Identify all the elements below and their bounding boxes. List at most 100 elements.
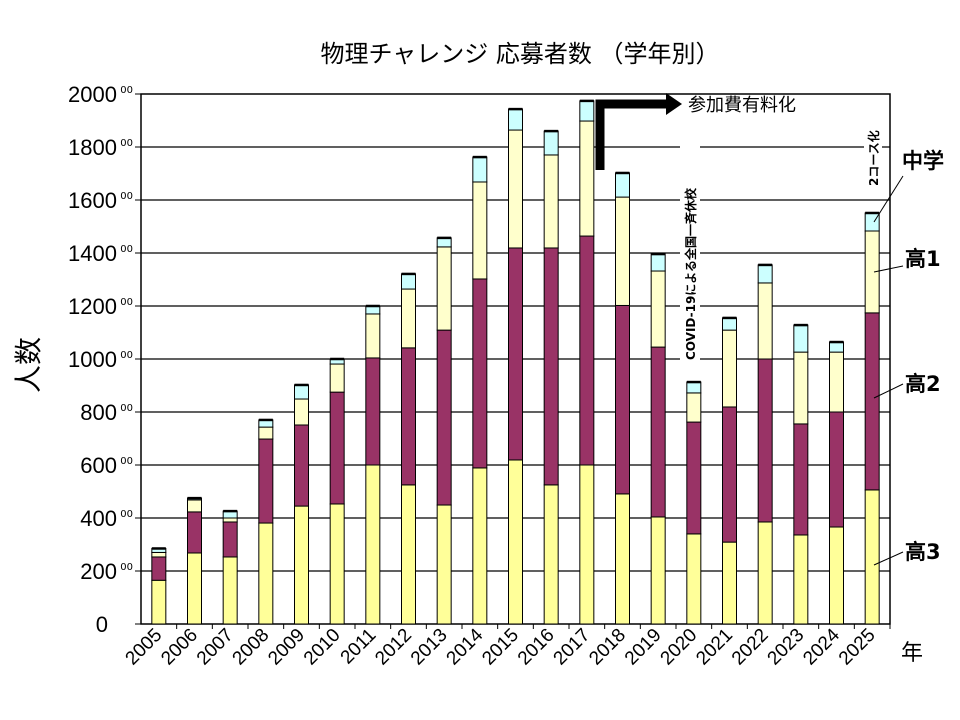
bar-segment xyxy=(222,517,238,523)
bar-segment xyxy=(151,579,167,625)
leader-line-h2 xyxy=(873,383,904,399)
bar-segment xyxy=(579,120,595,237)
bar-segment xyxy=(615,172,630,198)
bar-segment xyxy=(222,521,238,558)
y-tick-label: 1600 xyxy=(68,188,117,213)
series-label-h3: 高3 xyxy=(905,540,941,564)
fee-arrow-icon xyxy=(595,99,668,170)
bar-segment xyxy=(401,347,416,486)
bar-segment xyxy=(579,100,595,122)
x-tick-label: 2007 xyxy=(193,625,238,670)
bar-segment xyxy=(436,504,452,625)
bar-segment xyxy=(508,459,523,625)
bar-segment xyxy=(650,346,666,518)
y-tick-label: 1000 xyxy=(68,347,117,372)
bar-segment xyxy=(508,247,523,461)
bar-segment xyxy=(722,541,737,625)
x-tick-label: 2010 xyxy=(300,625,345,670)
bar-segment xyxy=(187,499,202,513)
bar-segment xyxy=(615,493,630,625)
bar-segment xyxy=(329,391,345,505)
covid-label-bg xyxy=(680,145,700,363)
bar-segment xyxy=(864,312,880,491)
bar-segment xyxy=(686,392,702,423)
y-tick-label: 600 xyxy=(80,453,117,478)
y-tick-suffix: 00 xyxy=(120,244,133,255)
bar-segment xyxy=(543,130,559,156)
bar-segment xyxy=(793,324,809,353)
bar-segment xyxy=(793,423,809,536)
bar-segment xyxy=(258,438,274,524)
bar-segment xyxy=(365,464,381,625)
bar-segment xyxy=(757,264,773,284)
y-tick-suffix: 00 xyxy=(120,456,133,467)
bar-segment xyxy=(508,108,523,131)
series-label-h1: 高1 xyxy=(905,247,941,271)
bar-segment xyxy=(793,534,809,625)
bar-segment xyxy=(722,317,737,331)
x-tick-label: 2013 xyxy=(407,625,452,670)
y-tick-label: 400 xyxy=(80,506,117,531)
bar-segment xyxy=(579,464,595,625)
bar-segment xyxy=(436,237,452,248)
bar-segment xyxy=(222,556,238,625)
bar-segment xyxy=(829,526,844,625)
bar-segment xyxy=(436,246,452,331)
y-tick-suffix: 00 xyxy=(120,191,133,202)
x-axis-label: 年 xyxy=(901,641,923,666)
bar-segment xyxy=(579,235,595,466)
bar-segment xyxy=(187,511,202,554)
bar-segment xyxy=(864,212,880,232)
bar-segment xyxy=(757,282,773,360)
leader-line-ms xyxy=(873,175,904,223)
covid-annotation: COVID-19による全国一斉休校 xyxy=(683,187,698,360)
x-tick-label: 2018 xyxy=(585,625,630,670)
leader-line-h3 xyxy=(873,551,904,566)
bar-segment xyxy=(864,230,880,314)
bar-segment xyxy=(864,489,880,625)
bar-segment xyxy=(686,533,702,625)
bar-segment xyxy=(436,329,452,506)
bar-segment xyxy=(508,129,523,249)
bar-segment xyxy=(151,551,167,558)
x-tick-label: 2023 xyxy=(764,625,809,670)
two-course-annotation: 2コース化 xyxy=(866,130,881,186)
bar-segment xyxy=(365,357,381,466)
leader-line-h1 xyxy=(873,265,904,273)
y-tick-suffix: 00 xyxy=(120,297,133,308)
bar-segment xyxy=(615,304,630,495)
x-tick-label: 2012 xyxy=(371,625,416,670)
bar-segment xyxy=(329,503,345,625)
bar-segment xyxy=(294,424,309,507)
bar-segment xyxy=(650,270,666,348)
x-tick-label: 2008 xyxy=(229,625,274,670)
two-course-label-bg xyxy=(864,112,882,190)
x-tick-label: 2016 xyxy=(514,625,559,670)
bar-segment xyxy=(294,398,309,426)
bar-segment xyxy=(401,288,416,349)
bar-segment xyxy=(829,411,844,528)
x-tick-label: 2022 xyxy=(728,625,773,670)
bar-segment xyxy=(543,154,559,249)
bar-segment xyxy=(187,552,202,625)
x-tick-label: 2005 xyxy=(122,625,167,670)
x-tick-label: 2021 xyxy=(692,625,737,670)
bar-segment xyxy=(294,505,309,625)
y-tick-label: 1400 xyxy=(68,241,117,266)
x-tick-label: 2024 xyxy=(799,624,844,669)
bar-segment xyxy=(472,181,488,280)
bar-segment xyxy=(472,467,488,625)
bar-segment xyxy=(472,278,488,469)
x-tick-label: 2019 xyxy=(621,625,666,670)
x-tick-label: 2017 xyxy=(550,625,595,670)
x-tick-label: 2006 xyxy=(157,625,202,670)
fee-annotation: 参加費有料化 xyxy=(688,95,796,116)
y-tick-suffix: 00 xyxy=(120,403,133,414)
fee-arrow-head xyxy=(666,93,682,115)
bar-segment xyxy=(722,329,737,408)
y-tick-suffix: 00 xyxy=(120,350,133,361)
bar-segment xyxy=(365,313,381,359)
x-tick-label: 2011 xyxy=(337,625,381,669)
bar-segment xyxy=(757,521,773,625)
chart-title: 物理チャレンジ 応募者数 （学年別） xyxy=(320,40,719,68)
